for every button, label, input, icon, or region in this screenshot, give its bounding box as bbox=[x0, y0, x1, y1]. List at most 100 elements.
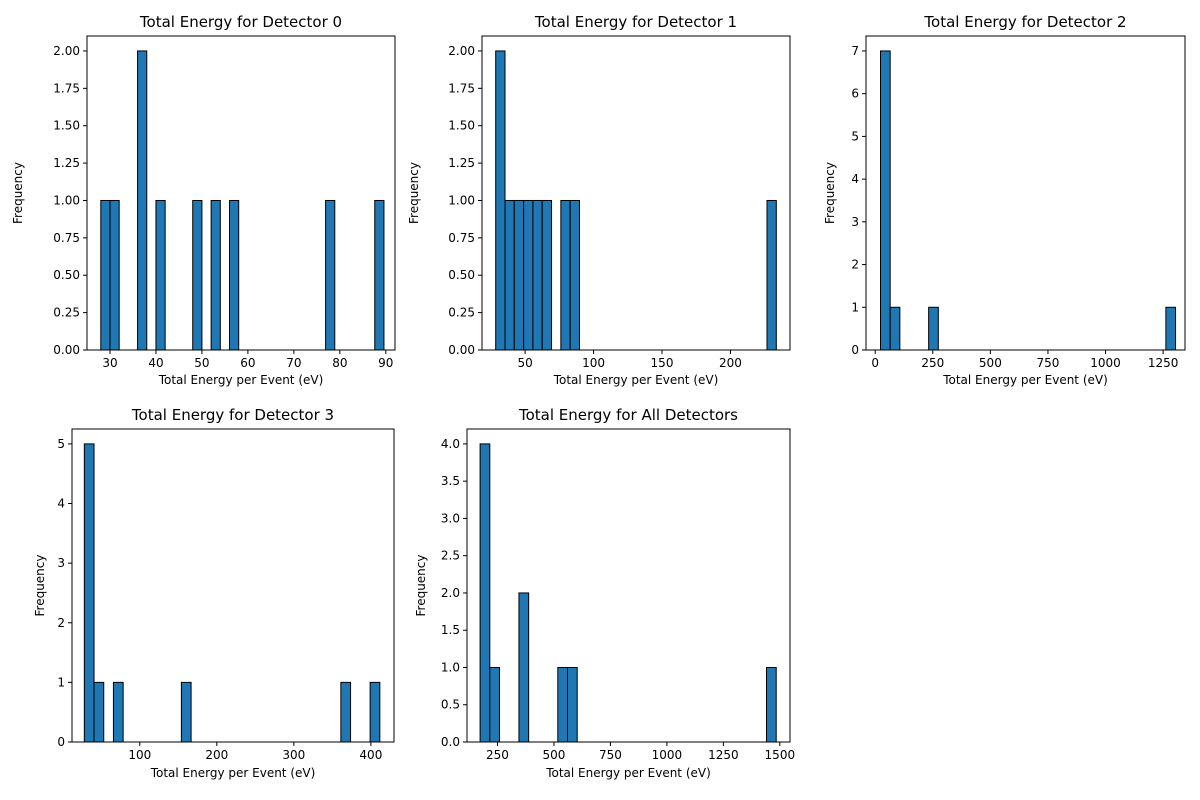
y-tick-label: 2.00 bbox=[448, 44, 475, 58]
y-axis-label: Frequency bbox=[11, 162, 25, 224]
y-tick-label: 0.5 bbox=[441, 698, 460, 712]
y-tick-label: 2 bbox=[851, 258, 859, 272]
histogram-bar bbox=[567, 666, 578, 743]
axes-frame bbox=[71, 428, 395, 743]
histogram-bar bbox=[325, 199, 336, 351]
y-tick-label: 4 bbox=[57, 497, 65, 511]
y-tick-label: 2.0 bbox=[441, 586, 460, 600]
chart-panel-3: 100 200 300 400 0 1 2 3 4 5 Total Energy for Detec… bbox=[33, 406, 395, 780]
histogram-bar bbox=[83, 443, 95, 743]
x-tick-label: 90 bbox=[378, 356, 393, 370]
y-tick-label: 1.0 bbox=[441, 660, 460, 674]
chart-title: Total Energy for Detector 0 bbox=[139, 13, 342, 31]
y-tick-label: 0.25 bbox=[448, 306, 475, 320]
x-tick-label: 750 bbox=[599, 748, 622, 762]
histogram-bar bbox=[880, 50, 891, 351]
histogram-bar bbox=[109, 199, 120, 351]
y-tick-label: 1.00 bbox=[448, 193, 475, 207]
histogram-bar bbox=[229, 199, 240, 351]
histogram-bar bbox=[192, 199, 203, 351]
x-tick-label: 30 bbox=[102, 356, 117, 370]
y-tick-label: 7 bbox=[851, 44, 859, 58]
histogram-bar bbox=[541, 199, 553, 351]
histogram-bar bbox=[210, 199, 221, 351]
x-tick-label: 500 bbox=[543, 748, 566, 762]
axes-frame bbox=[481, 35, 791, 351]
x-tick-label: 40 bbox=[148, 356, 163, 370]
axes-frame bbox=[466, 428, 791, 743]
chart-panel-2: 0 250 500 750 1000 1250 0 1 2 3 4 5 6 7 Total Energy f… bbox=[823, 13, 1186, 387]
histogram-bar bbox=[93, 681, 105, 743]
y-tick-label: 3 bbox=[57, 556, 65, 570]
y-tick-label: 0 bbox=[57, 735, 65, 749]
x-tick-label: 1250 bbox=[1148, 356, 1179, 370]
x-tick-label: 200 bbox=[719, 356, 742, 370]
histogram-bar bbox=[495, 50, 506, 351]
x-axis-label: Total Energy per Event (eV) bbox=[545, 766, 711, 780]
histogram-bar bbox=[137, 50, 148, 351]
y-tick-label: 2.00 bbox=[53, 44, 80, 58]
x-tick-label: 50 bbox=[517, 356, 532, 370]
x-tick-label: 1000 bbox=[1090, 356, 1121, 370]
histogram-bar bbox=[513, 199, 525, 351]
x-tick-label: 750 bbox=[1037, 356, 1060, 370]
histogram-bar bbox=[569, 199, 580, 351]
y-tick-label: 1 bbox=[851, 300, 859, 314]
histogram-bar bbox=[489, 666, 501, 743]
x-tick-label: 1000 bbox=[652, 748, 683, 762]
chart-panel-0: 30 40 50 60 70 80 90 0.00 0.25 0.50 0.75 1.00 1.25 1.… bbox=[11, 13, 396, 387]
x-tick-label: 100 bbox=[128, 748, 151, 762]
chart-title: Total Energy for Detector 1 bbox=[534, 13, 737, 31]
x-tick-label: 500 bbox=[979, 356, 1002, 370]
x-axis-label: Total Energy per Event (eV) bbox=[553, 373, 719, 387]
histogram-bar bbox=[532, 199, 543, 351]
y-tick-label: 1.75 bbox=[448, 81, 475, 95]
y-tick-label: 0.0 bbox=[441, 735, 460, 749]
histogram-bar bbox=[100, 199, 111, 351]
y-tick-label: 1.50 bbox=[53, 119, 80, 133]
y-tick-label: 0.00 bbox=[448, 343, 475, 357]
y-tick-label: 1.75 bbox=[53, 81, 80, 95]
histogram-bar bbox=[518, 592, 530, 743]
histogram-bar bbox=[889, 306, 901, 351]
histogram-bar bbox=[112, 681, 124, 743]
y-tick-label: 3.5 bbox=[441, 474, 460, 488]
histogram-bar bbox=[560, 199, 571, 351]
y-axis-label: Frequency bbox=[33, 555, 47, 617]
x-tick-label: 60 bbox=[240, 356, 255, 370]
y-tick-label: 1.5 bbox=[441, 623, 460, 637]
x-tick-label: 70 bbox=[286, 356, 301, 370]
y-tick-label: 0.50 bbox=[53, 268, 80, 282]
y-tick-label: 0.75 bbox=[448, 231, 475, 245]
histogram-bar bbox=[369, 681, 381, 743]
y-tick-label: 2 bbox=[57, 616, 65, 630]
x-tick-label: 1250 bbox=[708, 748, 739, 762]
y-tick-label: 2.5 bbox=[441, 549, 460, 563]
x-tick-label: 250 bbox=[486, 748, 509, 762]
y-tick-label: 6 bbox=[851, 87, 859, 101]
y-tick-label: 0.50 bbox=[448, 268, 475, 282]
x-tick-label: 150 bbox=[651, 356, 674, 370]
y-tick-label: 3 bbox=[851, 215, 859, 229]
y-axis-label: Frequency bbox=[823, 162, 837, 224]
histogram-bar bbox=[928, 306, 939, 351]
chart-title: Total Energy for All Detectors bbox=[518, 406, 738, 424]
histogram-bar bbox=[1165, 306, 1177, 351]
histogram-bar bbox=[180, 681, 192, 743]
x-tick-label: 250 bbox=[921, 356, 944, 370]
y-tick-label: 0 bbox=[851, 343, 859, 357]
histogram-bar bbox=[557, 666, 569, 743]
chart-panel-4: 250 500 750 1000 1250 1500 0.0 0.5 1.0 1.5 2.0 2.5 3… bbox=[414, 406, 795, 780]
histogram-bar bbox=[340, 681, 352, 743]
y-tick-label: 0.75 bbox=[53, 231, 80, 245]
histogram-bar bbox=[766, 199, 777, 351]
x-axis-label: Total Energy per Event (eV) bbox=[158, 373, 324, 387]
histogram-bar bbox=[479, 443, 491, 743]
x-axis-label: Total Energy per Event (eV) bbox=[150, 766, 316, 780]
y-tick-label: 5 bbox=[57, 437, 65, 451]
y-tick-label: 3.0 bbox=[441, 511, 460, 525]
y-tick-label: 0.00 bbox=[53, 343, 80, 357]
x-tick-label: 300 bbox=[282, 748, 305, 762]
histogram-bar bbox=[766, 666, 777, 743]
y-tick-label: 4.0 bbox=[441, 437, 460, 451]
